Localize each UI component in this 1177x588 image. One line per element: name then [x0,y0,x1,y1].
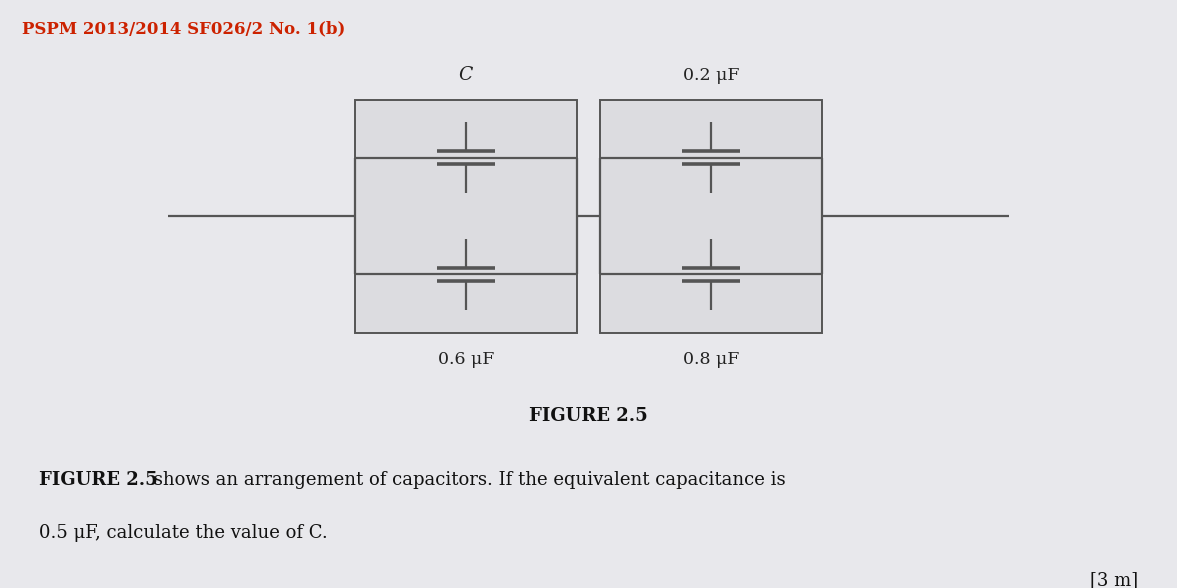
Text: 0.2 μF: 0.2 μF [683,66,739,83]
Text: shows an arrangement of capacitors. If the equivalent capacitance is: shows an arrangement of capacitors. If t… [148,470,785,489]
Bar [354,99,577,333]
Text: [3 m]: [3 m] [1090,571,1138,588]
Text: 0.5 μF, calculate the value of C.: 0.5 μF, calculate the value of C. [39,523,328,542]
Bar [600,99,823,333]
Text: 0.8 μF: 0.8 μF [683,351,739,368]
Text: C: C [459,66,473,83]
Text: FIGURE 2.5: FIGURE 2.5 [530,407,647,425]
Text: FIGURE 2.5: FIGURE 2.5 [39,470,158,489]
Text: PSPM 2013/2014 SF026/2 No. 1(b): PSPM 2013/2014 SF026/2 No. 1(b) [21,20,345,37]
Text: 0.6 μF: 0.6 μF [438,351,494,368]
